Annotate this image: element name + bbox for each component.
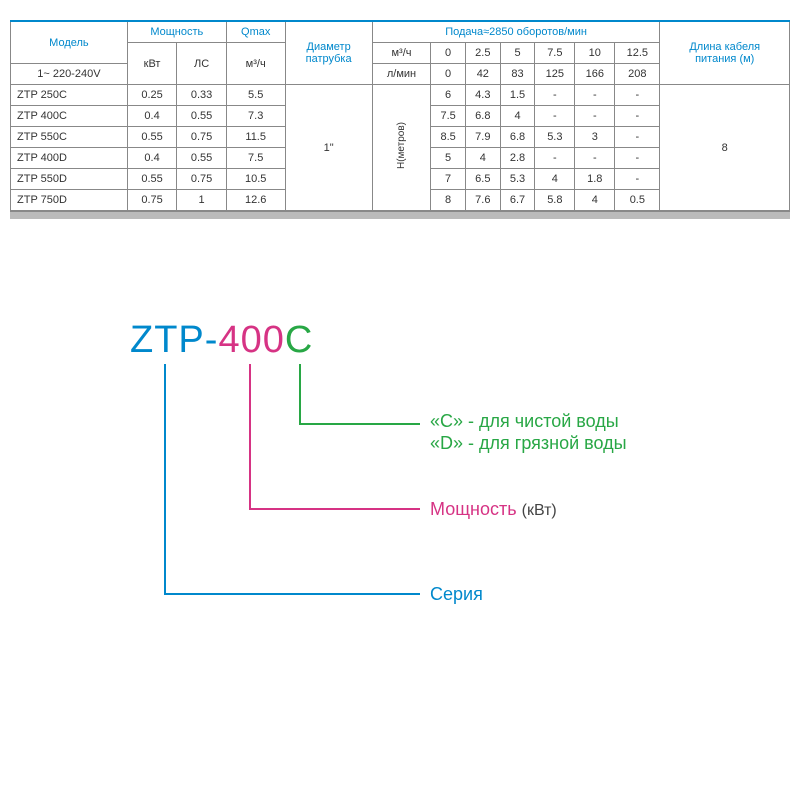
flow-lmin-1: 42 [465,64,500,85]
cell-h: 0.5 [615,190,660,211]
cell-h: 7.9 [465,127,500,148]
flow-lmin-5: 208 [615,64,660,85]
hdr-m3h2: м³/ч [372,43,431,64]
cell-h: 7.6 [465,190,500,211]
cell-h: 8 [431,190,466,211]
cell-h: 4 [500,106,535,127]
flow-m3h-4: 10 [575,43,615,64]
cell-model: ZTP 750D [11,190,128,211]
cell-model: ZTP 400D [11,148,128,169]
cell-kw: 0.4 [127,106,177,127]
hdr-model: Модель [11,21,128,64]
cell-hp: 0.75 [177,169,227,190]
cell-h: - [615,85,660,106]
cell-h: - [615,148,660,169]
cell-kw: 0.4 [127,148,177,169]
hdr-lmin: л/мин [372,64,431,85]
flow-m3h-3: 7.5 [535,43,575,64]
cell-model: ZTP 400C [11,106,128,127]
flow-lmin-2: 83 [500,64,535,85]
cell-kw: 0.25 [127,85,177,106]
label-power-unit: (кВт) [522,502,557,519]
cell-hmeters-label: Н(метров) [372,85,431,211]
cell-h: 7.5 [431,106,466,127]
cell-h: 6.8 [500,127,535,148]
cell-h: 5.3 [535,127,575,148]
cell-h: - [575,85,615,106]
cell-h: - [535,106,575,127]
cell-hp: 0.75 [177,127,227,148]
cell-h: - [615,106,660,127]
spec-table: Модель Мощность Qmax Диаметр патрубка По… [10,20,790,211]
cell-h: 1.5 [500,85,535,106]
cell-qmax: 11.5 [226,127,285,148]
label-series: Серия [430,584,483,605]
flow-m3h-0: 0 [431,43,466,64]
flow-m3h-5: 12.5 [615,43,660,64]
cell-h: 4 [575,190,615,211]
cell-pipe: 1" [285,85,372,211]
hdr-kw: кВт [127,43,177,85]
cell-h: - [575,106,615,127]
cell-h: 5 [431,148,466,169]
cell-h: 3 [575,127,615,148]
cell-qmax: 10.5 [226,169,285,190]
cell-h: 7 [431,169,466,190]
cell-h: 6.8 [465,106,500,127]
hdr-pipe: Диаметр патрубка [285,21,372,85]
cell-cable: 8 [660,85,790,211]
hdr-m3h: м³/ч [226,43,285,85]
hdr-hp: ЛС [177,43,227,85]
cell-hp: 0.55 [177,148,227,169]
cell-h: 4 [535,169,575,190]
cell-h: - [575,148,615,169]
table-footer-bar [10,211,790,219]
cell-h: 6.5 [465,169,500,190]
cell-hp: 1 [177,190,227,211]
cell-h: 1.8 [575,169,615,190]
cell-h: 6.7 [500,190,535,211]
label-c-meaning: «C» - для чистой воды [430,411,619,432]
model-code-diagram: ZTP-400C «C» - для чистой воды «D» - для… [10,319,790,669]
cell-h: - [535,85,575,106]
hdr-power: Мощность [127,21,226,43]
diagram-lines [10,319,790,669]
cell-qmax: 7.5 [226,148,285,169]
cell-h: - [535,148,575,169]
hdr-voltage: 1~ 220-240V [11,64,128,85]
cell-model: ZTP 550C [11,127,128,148]
cell-model: ZTP 550D [11,169,128,190]
cell-h: 6 [431,85,466,106]
flow-lmin-0: 0 [431,64,466,85]
cell-h: 2.8 [500,148,535,169]
cell-kw: 0.75 [127,190,177,211]
hdr-feed: Подача≈2850 оборотов/мин [372,21,660,43]
cell-kw: 0.55 [127,127,177,148]
cell-h: 5.3 [500,169,535,190]
cell-qmax: 12.6 [226,190,285,211]
cell-h: - [615,169,660,190]
cell-kw: 0.55 [127,169,177,190]
cell-h: - [615,127,660,148]
flow-m3h-2: 5 [500,43,535,64]
cell-hp: 0.55 [177,106,227,127]
label-d-meaning: «D» - для грязной воды [430,433,627,454]
cell-qmax: 5.5 [226,85,285,106]
label-power: Мощность (кВт) [430,499,557,520]
cell-h: 8.5 [431,127,466,148]
flow-lmin-3: 125 [535,64,575,85]
cell-hp: 0.33 [177,85,227,106]
cell-model: ZTP 250С [11,85,128,106]
flow-lmin-4: 166 [575,64,615,85]
flow-m3h-1: 2.5 [465,43,500,64]
cell-h: 5.8 [535,190,575,211]
hdr-qmax: Qmax [226,21,285,43]
label-power-text: Мощность [430,499,517,519]
table-row: ZTP 250С0.250.335.51"Н(метров)64.31.5---… [11,85,790,106]
cell-h: 4 [465,148,500,169]
cell-h: 4.3 [465,85,500,106]
cell-qmax: 7.3 [226,106,285,127]
hdr-cable: Длина кабеля питания (м) [660,21,790,85]
